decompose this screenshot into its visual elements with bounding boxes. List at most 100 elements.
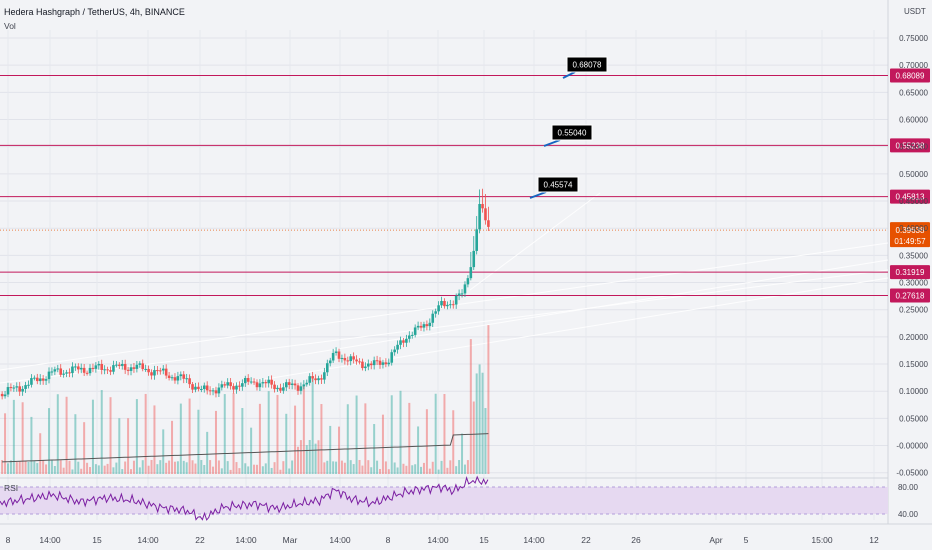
candle-body: [3, 394, 7, 397]
target-arrow: [543, 139, 561, 147]
volume-bar: [33, 460, 36, 474]
candle-body: [378, 360, 382, 365]
volume-bars: [1, 325, 490, 474]
candle-body: [408, 335, 411, 339]
volume-bar: [65, 396, 68, 474]
target-arrow: [529, 191, 547, 199]
candle-body: [487, 220, 490, 227]
volume-ma-line: [2, 433, 489, 463]
candle-body: [425, 324, 429, 327]
volume-bar: [376, 460, 379, 474]
volume-bar: [264, 463, 267, 474]
volume-bar: [255, 464, 258, 474]
candle-body: [399, 340, 402, 345]
candle-body: [249, 381, 253, 383]
volume-bar: [162, 429, 165, 474]
volume-bar: [308, 440, 311, 474]
candle-body: [328, 360, 332, 364]
level-tag: [890, 189, 930, 204]
candle-body: [12, 387, 16, 389]
volume-bar: [141, 460, 144, 474]
rsi-tick-label: 80.00: [898, 483, 919, 492]
candle-body: [33, 377, 36, 379]
candle-body: [387, 362, 391, 365]
rsi-pane: 80.00 40.00: [0, 475, 919, 521]
volume-bar: [276, 394, 279, 474]
x-tick-label: 14:00: [137, 535, 159, 545]
candle-body: [343, 357, 347, 361]
volume-bar: [282, 461, 285, 474]
target-arrow: [562, 71, 576, 79]
candle-body: [188, 378, 191, 385]
volume-bar: [396, 467, 399, 474]
volume-bar: [232, 393, 235, 474]
candle-body: [21, 388, 24, 392]
volume-bar: [212, 466, 215, 474]
volume-bar: [100, 390, 103, 474]
candle-body: [355, 359, 358, 362]
volume-bar: [399, 390, 402, 474]
volume-bar: [320, 404, 323, 474]
candle-body: [276, 387, 279, 390]
candle-body: [109, 370, 112, 372]
candle-body: [454, 295, 458, 305]
volume-bar: [188, 398, 191, 474]
candle-body: [118, 364, 121, 366]
candle-body: [97, 363, 101, 366]
x-tick-label: 14:00: [235, 535, 257, 545]
volume-bar: [253, 464, 256, 474]
candle-body: [82, 367, 86, 373]
volume-bar: [379, 468, 382, 474]
volume-bar: [121, 469, 124, 474]
volume-bar: [437, 469, 440, 474]
volume-bar: [390, 395, 393, 474]
volume-bar: [241, 408, 244, 474]
candle-body: [469, 267, 473, 279]
x-tick-label: 15: [92, 535, 102, 545]
level-tag-label: 0.45813: [896, 193, 925, 202]
volume-bar: [314, 443, 317, 474]
volume-bar: [45, 464, 48, 474]
volume-bar: [62, 467, 65, 474]
candle-body: [337, 351, 341, 359]
currency-label: USDT: [904, 7, 926, 16]
candle-body: [126, 369, 130, 371]
x-tick-label: 22: [195, 535, 205, 545]
volume-bar: [238, 468, 241, 474]
x-tick-label: Mar: [283, 535, 298, 545]
rsi-label: RSI: [4, 483, 19, 493]
candle-body: [302, 384, 306, 387]
candle-body: [200, 388, 203, 390]
candle-body: [372, 360, 376, 366]
trend-line: [0, 242, 889, 371]
volume-bar: [475, 373, 478, 474]
volume-bar: [402, 463, 405, 474]
candle-body: [308, 376, 312, 383]
candle-body: [440, 300, 443, 306]
x-tick-label: 26: [631, 535, 641, 545]
target-callout-label: 0.45574: [544, 181, 573, 190]
y-tick-label: 0.05000: [899, 414, 928, 423]
volume-bar: [91, 399, 94, 474]
volume-bar: [200, 460, 203, 474]
candle-body: [164, 368, 168, 376]
x-tick-label: 12: [869, 535, 879, 545]
volume-bar: [291, 460, 294, 474]
volume-bar: [270, 467, 273, 474]
candle-body: [197, 386, 200, 390]
volume-bar: [461, 433, 464, 474]
volume-bar: [434, 393, 437, 474]
volume-bar: [296, 446, 299, 474]
candle-body: [267, 379, 271, 384]
volume-bar: [279, 469, 282, 474]
volume-bar: [288, 468, 291, 474]
y-tick-label: 0.45000: [899, 197, 928, 206]
candle-body: [317, 378, 320, 381]
candle-body: [153, 370, 156, 376]
candle-body: [331, 352, 335, 361]
candle-body: [191, 384, 194, 390]
candle-body: [176, 376, 180, 381]
volume-bar: [159, 460, 162, 474]
